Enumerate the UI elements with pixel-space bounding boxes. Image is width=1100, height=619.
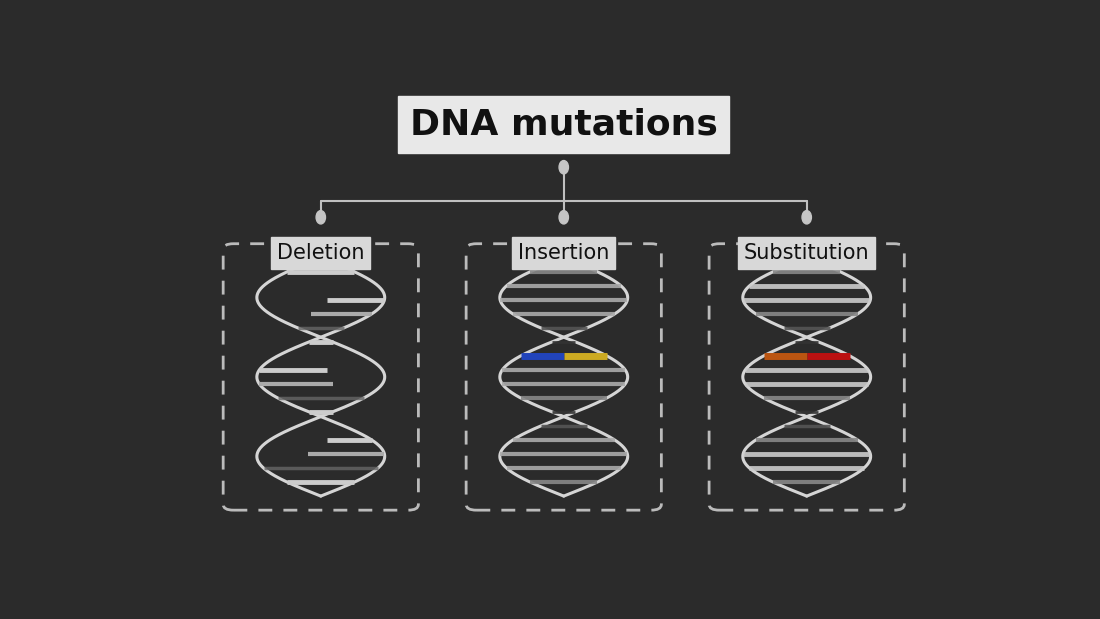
Text: Insertion: Insertion xyxy=(518,243,609,263)
Ellipse shape xyxy=(802,210,812,224)
Ellipse shape xyxy=(559,160,569,174)
Text: DNA mutations: DNA mutations xyxy=(410,107,717,141)
Ellipse shape xyxy=(316,210,326,224)
Text: Deletion: Deletion xyxy=(277,243,364,263)
Text: Substitution: Substitution xyxy=(744,243,869,263)
Ellipse shape xyxy=(559,210,569,224)
